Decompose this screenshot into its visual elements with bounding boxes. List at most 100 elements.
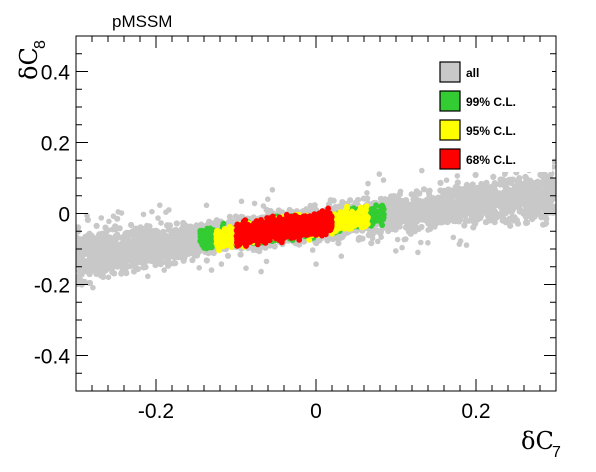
- scatter-point: [471, 213, 478, 220]
- scatter-layer: [76, 156, 556, 291]
- scatter-point: [90, 251, 98, 258]
- scatter-point: [406, 202, 413, 209]
- scatter-point: [173, 220, 180, 227]
- scatter-point: [530, 211, 537, 218]
- scatter-point: [408, 191, 415, 198]
- scatter-point: [459, 189, 467, 196]
- scatter-point: [202, 237, 208, 244]
- scatter-point: [535, 209, 542, 216]
- scatter-point: [545, 202, 552, 210]
- scatter-point: [147, 255, 154, 263]
- scatter-point: [166, 222, 173, 229]
- scatter-point: [146, 229, 154, 236]
- scatter-point: [437, 179, 444, 186]
- scatter-point: [364, 190, 370, 196]
- scatter-point: [258, 268, 264, 275]
- scatter-point: [418, 223, 425, 231]
- scatter-point: [275, 207, 282, 214]
- scatter-point: [336, 203, 343, 210]
- scatter-point: [152, 262, 159, 269]
- scatter-point: [137, 250, 144, 257]
- scatter-point: [532, 190, 539, 197]
- scatter-point: [99, 230, 106, 237]
- scatter-point: [437, 215, 444, 222]
- scatter-point: [114, 231, 121, 238]
- scatter-point: [98, 215, 105, 221]
- scatter-point: [188, 250, 195, 257]
- scatter-point: [427, 211, 434, 218]
- scatter-point: [509, 176, 517, 183]
- scatter-point: [391, 224, 398, 231]
- scatter-point: [425, 227, 431, 233]
- scatter-point: [196, 265, 202, 271]
- scatter-point: [145, 273, 151, 280]
- scatter-point: [77, 236, 84, 243]
- scatter-point: [110, 213, 117, 219]
- scatter-point: [347, 197, 354, 204]
- scatter-point: [450, 234, 457, 241]
- scatter-point: [243, 265, 249, 272]
- scatter-point: [181, 241, 188, 248]
- scatter-point: [352, 199, 359, 206]
- scatter-point: [378, 234, 385, 240]
- scatter-point: [121, 250, 128, 257]
- scatter-point: [504, 196, 511, 203]
- scatter-point: [388, 216, 395, 223]
- scatter-point: [412, 228, 418, 235]
- scatter-point: [490, 173, 497, 180]
- scatter-point: [114, 263, 121, 270]
- scatter-point: [399, 244, 405, 251]
- scatter-point: [497, 176, 504, 183]
- scatter-point: [380, 177, 387, 183]
- scatter-point: [402, 224, 409, 231]
- scatter-point: [473, 198, 480, 205]
- scatter-point: [140, 231, 148, 239]
- scatter-point: [93, 222, 100, 229]
- scatter-point: [144, 222, 150, 229]
- scatter-point: [476, 207, 483, 214]
- scatter-point: [444, 212, 451, 219]
- scatter-point: [371, 207, 378, 214]
- scatter-point: [386, 208, 393, 216]
- scatter-point: [251, 200, 258, 207]
- scatter-point: [105, 274, 112, 281]
- scatter-point: [369, 235, 376, 242]
- scatter-point: [377, 195, 384, 202]
- scatter-point: [412, 208, 419, 215]
- scatter-point: [483, 197, 490, 204]
- scatter-point: [140, 264, 147, 271]
- scatter-point: [505, 219, 512, 226]
- scatter-point: [263, 258, 270, 265]
- scatter-point: [527, 185, 534, 192]
- scatter-point: [407, 230, 414, 237]
- scatter-point: [145, 240, 152, 247]
- scatter-point: [394, 236, 401, 243]
- scatter-point: [180, 256, 187, 264]
- scatter-point: [446, 197, 453, 204]
- scatter-point: [419, 167, 425, 174]
- scatter-point: [471, 219, 477, 226]
- scatter-point: [491, 197, 498, 204]
- scatter-point: [440, 207, 447, 214]
- scatter-point: [527, 177, 534, 184]
- scatter-point: [456, 194, 463, 201]
- scatter-point: [96, 250, 103, 257]
- scatter-point: [108, 236, 115, 243]
- scatter-point: [108, 246, 115, 253]
- scatter-point: [364, 195, 371, 202]
- scatter-point: [365, 180, 371, 187]
- scatter-point: [106, 256, 114, 263]
- scatter-point: [393, 248, 399, 254]
- scatter-point: [306, 237, 313, 243]
- scatter-point: [472, 171, 479, 179]
- scatter-point: [77, 266, 84, 274]
- scatter-point: [409, 221, 416, 228]
- scatter-point: [128, 221, 135, 229]
- scatter-point: [514, 220, 522, 227]
- scatter-point: [260, 203, 267, 209]
- scatter-point: [418, 206, 425, 213]
- scatter-point: [77, 249, 84, 256]
- scatter-point: [271, 243, 278, 250]
- scatter-point: [92, 243, 99, 250]
- scatter-point: [438, 194, 445, 201]
